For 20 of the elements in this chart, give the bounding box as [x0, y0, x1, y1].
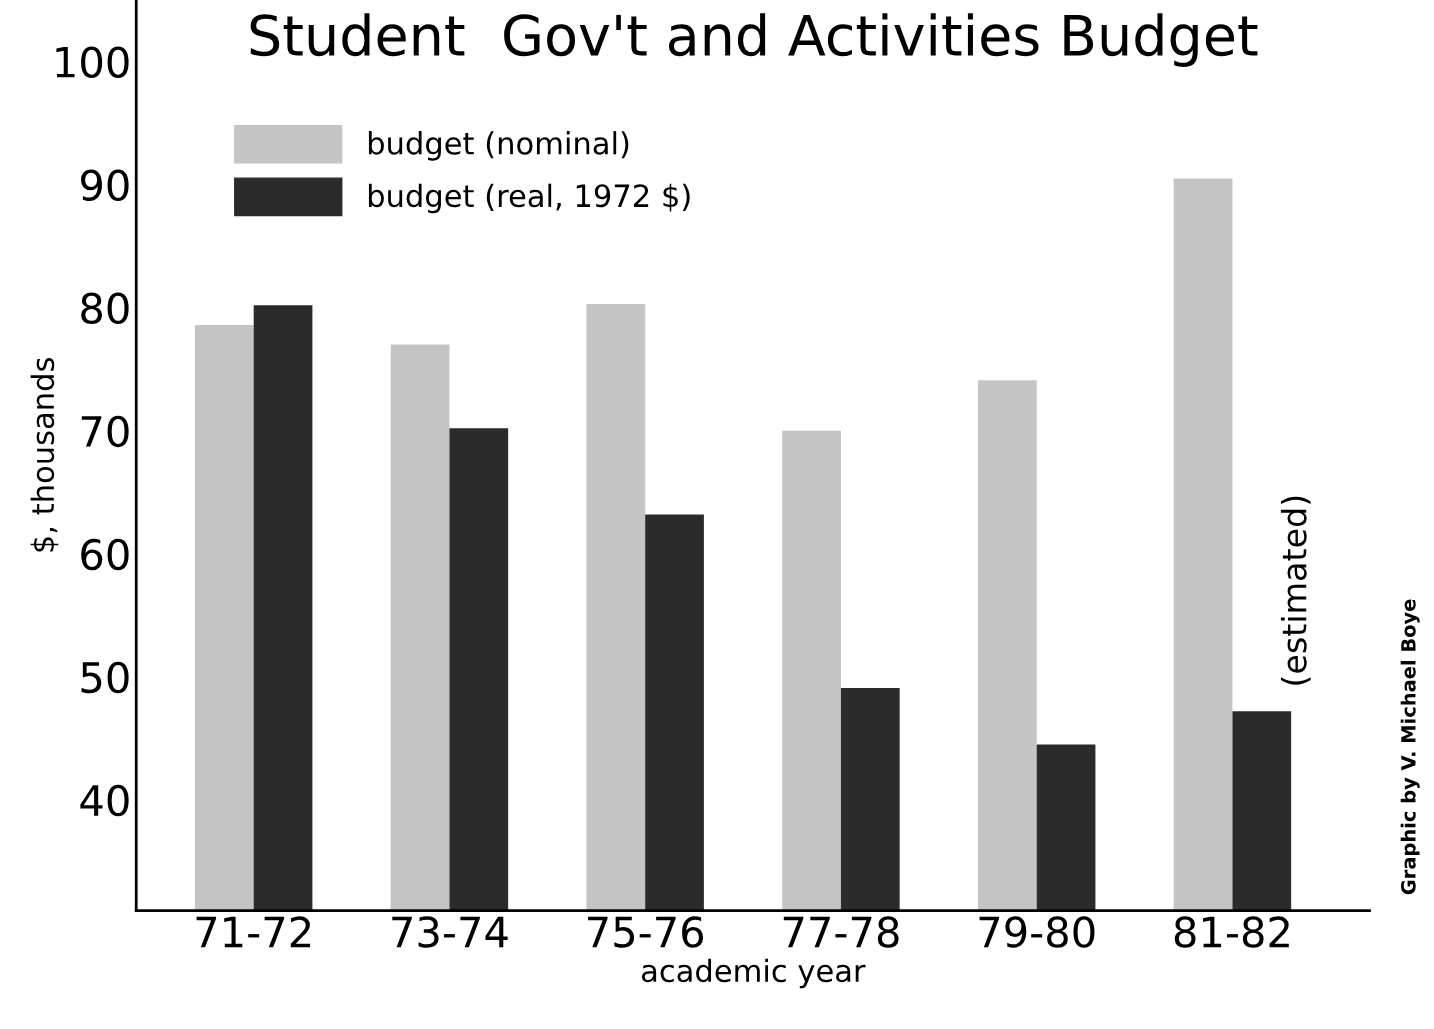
chart-title: Student Gov't and Activities Budget [250, 13, 1258, 67]
x-tick-label: 79-80 [979, 916, 1095, 948]
x-tick-label: 75-76 [588, 916, 704, 948]
x-tick-label: 81-82 [1174, 916, 1289, 948]
text: Graphic by V. Michael Boye [1400, 599, 1420, 895]
legend-label: budget (real, 1972 $) [368, 183, 690, 214]
x-tick-label: 71-72 [196, 916, 311, 948]
x-tick-label: 77-78 [783, 916, 899, 948]
y-tick-label: 70 [81, 415, 129, 448]
y-tick-label: 100 [56, 46, 129, 78]
annotation: (estimated) [1280, 496, 1311, 685]
legend-label: budget (nominal) [368, 131, 629, 161]
y-tick-label: 80 [81, 292, 129, 325]
x-tick-label: 73-74 [392, 916, 508, 948]
y-tick-label: 60 [81, 538, 129, 571]
y-tick-label: 40 [80, 784, 129, 817]
y-tick-label: 50 [81, 661, 129, 694]
y-axis-title: $, thousands [30, 358, 59, 552]
y-tick-label: 90 [80, 169, 129, 202]
x-axis-title: academic year [641, 958, 866, 989]
